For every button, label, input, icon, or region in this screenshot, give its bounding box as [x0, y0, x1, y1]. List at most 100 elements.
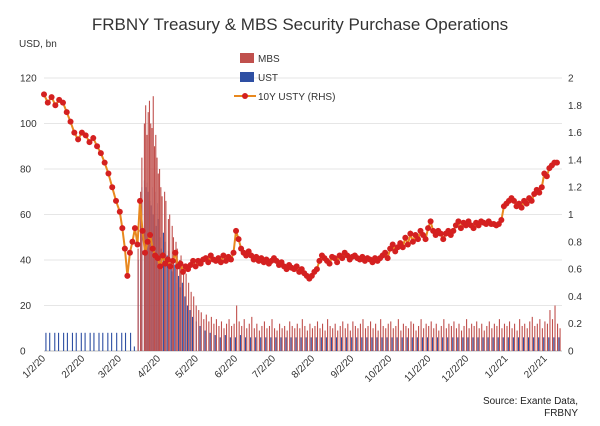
mbs-bar [223, 328, 225, 351]
mbs-bar [286, 330, 288, 351]
ust-bar [447, 337, 449, 351]
mbs-bar [141, 157, 143, 351]
yield-point [105, 170, 112, 177]
right-tick-label: 0 [568, 347, 574, 358]
ust-bar [111, 332, 113, 351]
ust-bar [351, 337, 353, 351]
legend-mbs-label: MBS [258, 54, 280, 65]
mbs-bar [450, 325, 452, 351]
mbs-bar [519, 319, 521, 351]
ust-bar [356, 337, 358, 351]
left-axis: 0 20 40 60 80 100 120 [20, 74, 562, 358]
ust-bar [166, 255, 168, 351]
ust-bar [265, 337, 267, 351]
ust-bar [421, 337, 423, 351]
mbs-bar [455, 328, 458, 351]
yield-point [389, 241, 396, 248]
yield-point [59, 99, 66, 106]
yield-point [124, 272, 131, 279]
yield-point [543, 173, 550, 180]
mbs-bar [435, 323, 437, 351]
yield-point [157, 263, 164, 270]
yield-point [86, 139, 93, 146]
ust-bar [538, 337, 540, 351]
mbs-bar [440, 325, 442, 351]
mbs-bar [161, 196, 163, 351]
mbs-bar [248, 323, 250, 351]
yield-point [52, 102, 59, 109]
mbs-bar [556, 323, 559, 351]
mbs-bar [198, 310, 200, 351]
ust-bar [330, 337, 333, 351]
ust-bar [239, 335, 242, 351]
source-line: FRBNY [544, 408, 578, 419]
line-series [41, 91, 560, 282]
mbs-bar [483, 330, 485, 351]
mbs-bar [324, 330, 326, 351]
ust-bar [224, 335, 226, 351]
mbs-bar [169, 214, 171, 351]
yield-point [220, 252, 227, 259]
mbs-bar [526, 328, 528, 351]
yield-point [169, 257, 176, 264]
yield-point [518, 204, 525, 211]
yield-point [538, 184, 545, 191]
yield-point [227, 256, 234, 263]
ust-bar [124, 332, 127, 351]
mbs-bar [273, 328, 276, 351]
yield-point [422, 236, 429, 243]
right-tick-label: 0.8 [568, 237, 582, 248]
yield-point [137, 197, 144, 204]
yield-point [425, 225, 432, 232]
ust-bar [381, 337, 383, 351]
ust-bar [300, 337, 302, 351]
mbs-bar [382, 325, 384, 351]
ust-bar [371, 337, 373, 351]
right-tick-label: 1.2 [568, 183, 582, 194]
mbs-bar [370, 321, 372, 351]
mbs-bar [334, 323, 336, 351]
mbs-bar [205, 314, 207, 351]
ust-bar [130, 332, 132, 351]
mbs-bar [143, 123, 145, 351]
yield-point [142, 249, 149, 256]
ust-bar [260, 337, 262, 351]
mbs-bar [225, 323, 228, 351]
yield-point [326, 260, 333, 267]
mbs-bar [402, 323, 404, 351]
mbs-bar [171, 225, 173, 351]
mbs-bar [554, 305, 556, 351]
mbs-bar [261, 325, 263, 351]
mbs-bar [164, 191, 166, 351]
yield-point [179, 268, 186, 275]
ust-bar [472, 337, 474, 351]
mbs-bar [354, 325, 356, 351]
yield-point [382, 249, 389, 256]
ust-bar [452, 337, 454, 351]
left-tick-label: 120 [20, 74, 37, 85]
ust-bar [512, 337, 514, 351]
mbs-bar [306, 330, 308, 351]
mbs-bar [165, 200, 167, 351]
mbs-bar [263, 321, 265, 351]
mbs-bar [397, 319, 399, 351]
ust-bar [285, 337, 287, 351]
right-tick-label: 1.8 [568, 101, 582, 112]
right-tick-label: 1 [568, 210, 574, 221]
mbs-bar [471, 323, 473, 351]
mbs-bar [473, 325, 475, 351]
mbs-bar [541, 328, 543, 351]
ust-bar [66, 332, 68, 351]
yield-line [43, 93, 557, 281]
mbs-bar [256, 323, 258, 351]
mbs-bar [236, 305, 238, 351]
mbs-bar [420, 319, 422, 351]
ust-bar [116, 332, 118, 351]
mbs-bar [183, 264, 185, 351]
bar-series [45, 96, 561, 351]
mbs-bar [210, 316, 212, 351]
mbs-bar [316, 321, 319, 351]
ust-bar [255, 337, 257, 351]
mbs-bar [327, 319, 329, 351]
